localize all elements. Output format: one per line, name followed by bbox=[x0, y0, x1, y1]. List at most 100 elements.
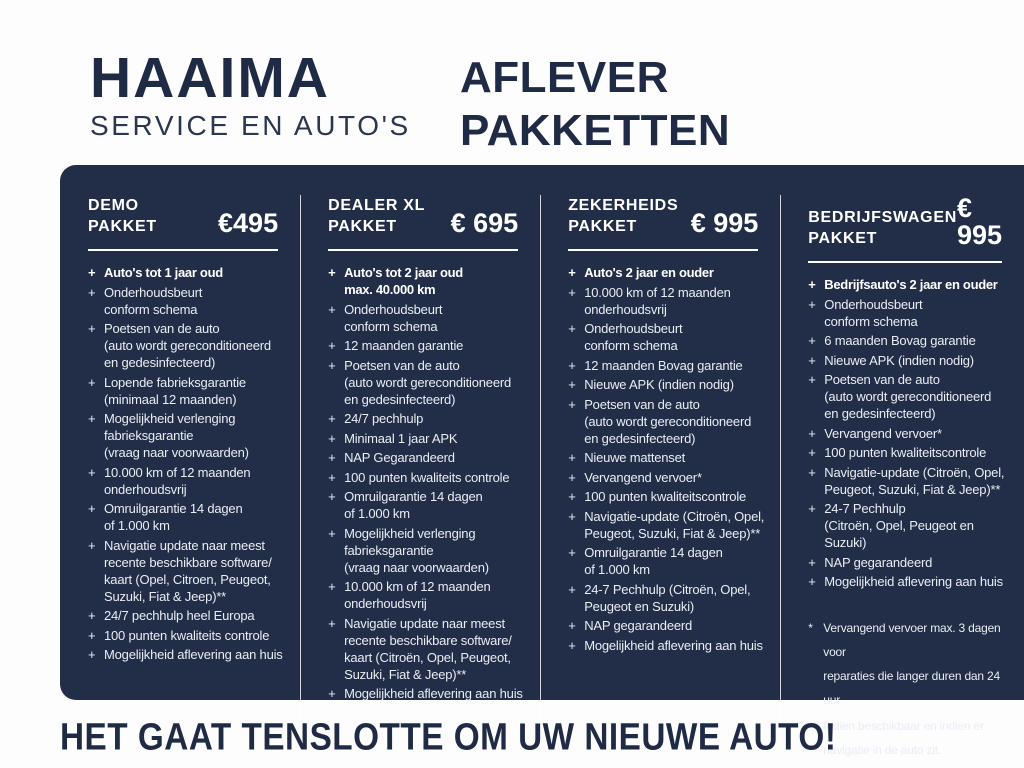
plus-bullet-icon: + bbox=[328, 489, 336, 505]
package-item: +10.000 km of 12 maanden onderhoudsvrij bbox=[88, 464, 292, 498]
package-item: + Mogelijkheid verlenging fabrieksgaranti… bbox=[328, 525, 532, 576]
package-item-text: Poetsen van de auto (auto wordt gerecond… bbox=[824, 372, 992, 421]
plus-bullet-icon: + bbox=[568, 321, 576, 337]
package-item: + Navigatie update naar meest recente bes… bbox=[328, 615, 532, 683]
package-item-text: NAP gegarandeerd bbox=[584, 618, 693, 634]
package-item-text: Mogelijkheid aflevering aan huis bbox=[824, 574, 1003, 589]
package-item: +24/7 pechhulp heel Europa bbox=[88, 607, 292, 624]
package-item: + Onderhoudsbeurt conform schema bbox=[568, 320, 772, 354]
plus-bullet-icon: + bbox=[808, 501, 816, 516]
package-item-text: Navigatie-update (Citroën, Opel, Peugeot… bbox=[824, 464, 1005, 497]
plus-bullet-icon: + bbox=[328, 469, 336, 485]
package-item: + Omruilgarantie 14 dagen of 1.000 km bbox=[88, 500, 292, 534]
package-item: + Navigatie-update (Citroën, Opel, Peugeo… bbox=[808, 464, 1016, 498]
package-item-text: Navigatie-update (Citroën, Opel, Peugeot… bbox=[584, 508, 765, 541]
packages-panel: DEMO PAKKET €495 + Auto's tot 1 jaar oud +… bbox=[60, 165, 1024, 757]
plus-bullet-icon: + bbox=[568, 581, 576, 597]
plus-bullet-icon: + bbox=[88, 284, 96, 300]
package-item-text: Nieuwe APK (indien nodig) bbox=[824, 352, 974, 368]
package-item-text: Mogelijkheid verlenging fabrieksgarantie… bbox=[104, 411, 249, 461]
plus-bullet-icon: + bbox=[328, 357, 336, 373]
package-price: € 695 bbox=[450, 208, 519, 239]
plus-bullet-icon: + bbox=[88, 321, 96, 337]
package-item-text: 12 maanden Bovag garantie bbox=[584, 357, 743, 373]
package-item: + Poetsen van de auto (auto wordt gerecon… bbox=[88, 320, 292, 371]
plus-bullet-icon: + bbox=[568, 469, 576, 485]
plus-bullet-icon: + bbox=[808, 554, 816, 570]
footer-tagline: HET GAAT TENSLOTTE OM UW NIEUWE AUTO! bbox=[60, 716, 837, 759]
header-divider bbox=[88, 249, 279, 252]
package-item-text: 24/7 pechhulp bbox=[344, 411, 424, 427]
package-item: + Auto's tot 1 jaar oud bbox=[88, 264, 292, 281]
package-item: +100 punten kwaliteits controle bbox=[328, 469, 532, 486]
footnote-marker: ** bbox=[808, 719, 818, 733]
package-item-text: Omruilgarantie 14 dagen of 1.000 km bbox=[584, 545, 723, 578]
plus-bullet-icon: + bbox=[328, 430, 336, 446]
package-item: + Nieuwe APK (indien nodig) bbox=[808, 352, 1016, 369]
plus-bullet-icon: + bbox=[88, 647, 96, 663]
package-item: +10.000 km of 12 maanden onderhoudsvrij bbox=[328, 578, 532, 612]
plus-bullet-icon: + bbox=[568, 396, 576, 412]
package-item-text: Vervangend vervoer* bbox=[584, 469, 702, 485]
package-item: +24-7 Pechhulp (Citroën, Opel, Peugeot e… bbox=[568, 581, 772, 615]
plus-bullet-icon: + bbox=[568, 637, 576, 653]
package-item: +12 maanden Bovag garantie bbox=[568, 357, 772, 374]
plus-bullet-icon: + bbox=[328, 338, 336, 354]
package-item: + Poetsen van de auto (auto wordt gerecon… bbox=[568, 396, 772, 447]
header-divider bbox=[808, 261, 1002, 263]
plus-bullet-icon: + bbox=[88, 627, 96, 643]
package-item-text: 12 maanden garantie bbox=[344, 338, 464, 354]
package-items: + Bedrijfsauto's 2 jaar en ouder + Onderhou… bbox=[808, 276, 1016, 590]
plus-bullet-icon: + bbox=[568, 265, 576, 281]
package-item-text: Mogelijkheid aflevering aan huis bbox=[584, 637, 763, 653]
plus-bullet-icon: + bbox=[568, 357, 576, 373]
package-item-text: 100 punten kwaliteits controle bbox=[104, 627, 270, 643]
package-items: + Auto's 2 jaar en ouder +10.000 km of 12 … bbox=[568, 264, 772, 654]
footnote-text: Indien beschikbaar en indien er navigati… bbox=[823, 719, 984, 757]
plus-bullet-icon: + bbox=[568, 377, 576, 393]
package-item: + Auto's 2 jaar en ouder bbox=[568, 264, 772, 281]
package-items: + Auto's tot 1 jaar oud + Onderhoudsbeurt c… bbox=[88, 264, 292, 663]
package-item-text: NAP gegarandeerd bbox=[824, 554, 933, 570]
package-item: + Navigatie update naar meest recente bes… bbox=[88, 537, 292, 605]
brand-name: HAAIMA bbox=[90, 46, 330, 110]
package-item: + Vervangend vervoer* bbox=[568, 469, 772, 486]
package-item-text: Lopende fabrieksgarantie (minimaal 12 ma… bbox=[104, 374, 246, 407]
plus-bullet-icon: + bbox=[328, 615, 336, 631]
package-item: +12 maanden garantie bbox=[328, 337, 532, 354]
plus-bullet-icon: + bbox=[88, 411, 96, 427]
footnote-marker: * bbox=[808, 621, 813, 635]
package-item-text: Bedrijfsauto's 2 jaar en ouder bbox=[824, 277, 998, 292]
plus-bullet-icon: + bbox=[328, 265, 336, 281]
package-item-text: 10.000 km of 12 maanden onderhoudsvrij bbox=[344, 579, 491, 612]
package-item-text: NAP Gegarandeerd bbox=[344, 450, 455, 466]
package-item-text: 6 maanden Bovag garantie bbox=[824, 333, 976, 348]
package-item-text: Navigatie update naar meest recente besc… bbox=[104, 537, 272, 604]
footnote-text: Vervangend vervoer max. 3 dagen voor rep… bbox=[823, 621, 1001, 707]
package-item: +6 maanden Bovag garantie bbox=[808, 332, 1016, 349]
package-item: + Onderhoudsbeurt conform schema bbox=[88, 284, 292, 318]
package-item-text: 100 punten kwaliteitscontrole bbox=[824, 445, 987, 460]
plus-bullet-icon: + bbox=[88, 464, 96, 480]
package-item-text: Omruilgarantie 14 dagen of 1.000 km bbox=[104, 501, 243, 534]
brand-logo: HAAIMA SERVICE EN AUTO'S bbox=[90, 50, 411, 142]
package-footnotes: * Vervangend vervoer max. 3 dagen voor re… bbox=[808, 616, 1016, 762]
package-column: DEMO PAKKET €495 + Auto's tot 1 jaar oud +… bbox=[60, 193, 300, 764]
package-item-text: 24-7 Pechhulp (Citroën, Opel, Peugeot en… bbox=[584, 581, 751, 614]
package-header: DEMO PAKKET €495 bbox=[88, 195, 292, 237]
package-item-text: Onderhoudsbeurt conform schema bbox=[104, 284, 203, 317]
package-title: DEALER XL PAKKET bbox=[328, 197, 426, 236]
package-item: + Poetsen van de auto (auto wordt gerecon… bbox=[328, 357, 532, 408]
package-item: + Poetsen van de auto (auto wordt gerecon… bbox=[808, 371, 1016, 422]
package-item-text: Poetsen van de auto (auto wordt gerecond… bbox=[584, 396, 752, 446]
package-item-text: Poetsen van de auto (auto wordt gerecond… bbox=[104, 321, 271, 371]
package-item: + Mogelijkheid aflevering aan huis bbox=[568, 637, 772, 654]
package-item: + Nieuwe mattenset bbox=[568, 449, 772, 466]
plus-bullet-icon: + bbox=[88, 608, 96, 624]
package-column: ZEKERHEIDS PAKKET € 995 + Auto's 2 jaar e… bbox=[540, 193, 780, 764]
plus-bullet-icon: + bbox=[328, 579, 336, 595]
package-header: BEDRIJFSWAGEN PAKKET € 995 bbox=[808, 195, 1016, 249]
package-item-text: Onderhoudsbeurt conform schema bbox=[344, 301, 443, 334]
plus-bullet-icon: + bbox=[808, 445, 816, 460]
package-item: + Bedrijfsauto's 2 jaar en ouder bbox=[808, 276, 1016, 293]
